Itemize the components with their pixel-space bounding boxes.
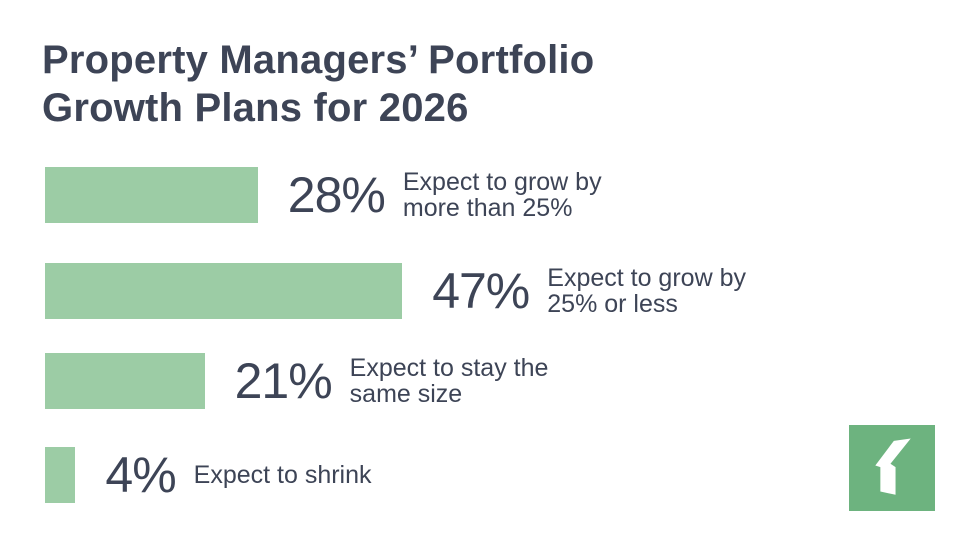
- chart-title: Property Managers’ Portfolio Growth Plan…: [42, 38, 595, 130]
- bar: [45, 167, 258, 223]
- bar-row: 28% Expect to grow by more than 25%: [45, 167, 633, 223]
- bar: [45, 447, 76, 503]
- brand-logo-icon: [849, 425, 935, 511]
- bar-row: 4% Expect to shrink: [45, 447, 372, 503]
- value-label: 21%: [234, 353, 333, 409]
- bar: [45, 353, 205, 409]
- category-label: Expect to grow by 25% or less: [547, 264, 746, 318]
- bar-row: 47% Expect to grow by 25% or less: [45, 263, 787, 319]
- bar-row: 21% Expect to stay the same size: [45, 353, 590, 409]
- value-label: 47%: [432, 263, 530, 319]
- category-label: Expect to grow by more than 25%: [402, 168, 602, 222]
- value-label: 4%: [105, 447, 176, 503]
- bar: [45, 263, 403, 319]
- category-label: Expect to stay the same size: [349, 354, 549, 408]
- category-label: Expect to shrink: [193, 461, 372, 489]
- value-label: 28%: [287, 167, 386, 223]
